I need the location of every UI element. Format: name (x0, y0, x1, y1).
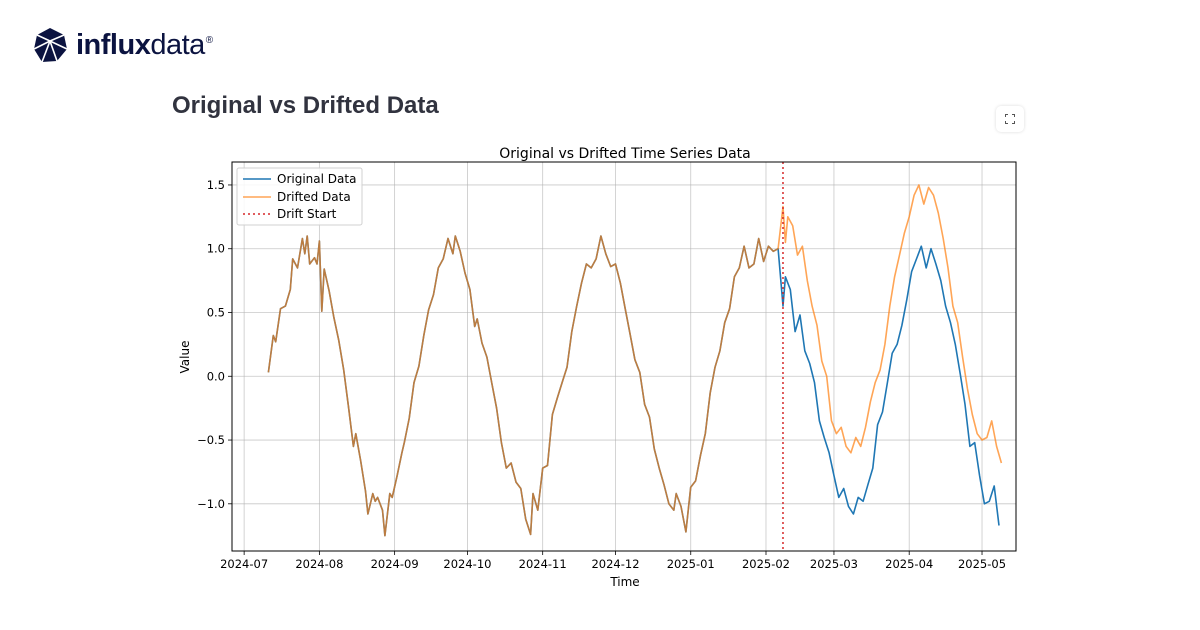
line-chart: Original vs Drifted Time Series Data 202… (178, 146, 1017, 589)
x-tick-label: 2025-05 (958, 557, 1006, 571)
plot-frame (231, 161, 1017, 552)
x-tick-label: 2024-11 (519, 557, 567, 571)
x-tick-label: 2024-07 (220, 557, 268, 571)
x-tick-label: 2025-01 (667, 557, 715, 571)
brand-logo: influxdata® (32, 27, 213, 63)
x-tick-label: 2025-04 (885, 557, 933, 571)
y-tick-label: −0.5 (197, 433, 225, 447)
legend: Original Data Drifted Data Drift Start (236, 167, 363, 226)
x-tick-label: 2025-02 (742, 557, 790, 571)
legend-label-drifted: Drifted Data (277, 190, 351, 204)
grid (232, 162, 1016, 551)
y-tick-label: 0.0 (207, 369, 225, 383)
x-tick-label: 2024-12 (591, 557, 639, 571)
page-title: Original vs Drifted Data (172, 92, 439, 119)
expand-icon (1005, 114, 1015, 124)
y-tick-label: 1.5 (207, 178, 225, 192)
x-tick-label: 2024-10 (443, 557, 491, 571)
legend-box (236, 167, 363, 226)
series-original-line (267, 235, 1000, 537)
y-tick-label: 1.0 (207, 242, 225, 256)
y-axis-label: Value (178, 341, 192, 374)
fullscreen-button[interactable] (996, 106, 1024, 132)
y-tick-label: 0.5 (207, 305, 225, 319)
series-drifted-line (267, 184, 1003, 537)
legend-label-original: Original Data (277, 172, 356, 186)
x-axis-label: Time (609, 575, 639, 589)
x-tick-label: 2025-03 (810, 557, 858, 571)
legend-label-drift-start: Drift Start (277, 207, 337, 221)
x-tick-label: 2024-09 (371, 557, 419, 571)
chart-title: Original vs Drifted Time Series Data (499, 146, 750, 162)
x-tick-label: 2024-08 (295, 557, 343, 571)
y-tick-label: −1.0 (197, 497, 225, 511)
series-layer (267, 184, 1003, 537)
x-axis-ticks: 2024-07 2024-08 2024-09 2024-10 2024-11 2024-… (220, 551, 1006, 571)
influxdata-cube-icon (33, 28, 68, 63)
y-axis-ticks: 1.5 1.0 0.5 0.0 −0.5 −1.0 (197, 178, 232, 511)
brand-wordmark: influxdata® (76, 28, 213, 61)
